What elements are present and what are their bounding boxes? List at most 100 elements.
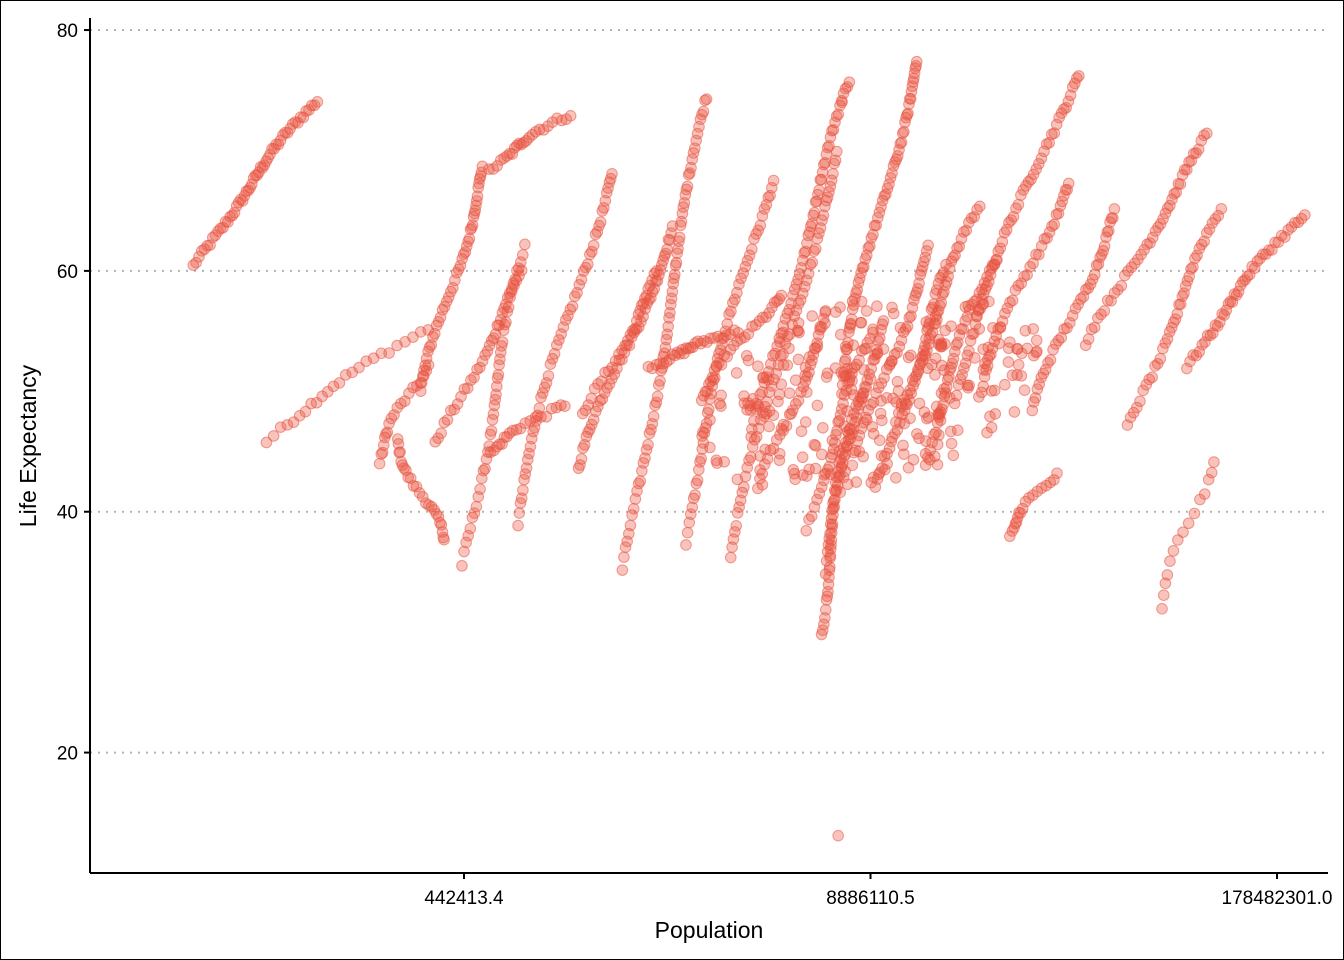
data-point <box>898 448 910 460</box>
data-point <box>931 458 944 471</box>
data-point <box>1147 231 1159 244</box>
data-point <box>654 357 666 370</box>
data-point <box>813 487 826 500</box>
data-point <box>1167 545 1180 557</box>
data-point <box>494 154 507 166</box>
data-point <box>836 388 848 400</box>
data-point <box>1157 589 1170 601</box>
data-point <box>479 463 491 475</box>
data-point <box>481 345 494 358</box>
data-point <box>388 409 400 421</box>
data-point <box>1202 473 1215 486</box>
data-point <box>986 259 999 272</box>
data-point <box>704 441 716 454</box>
data-point <box>1028 349 1040 362</box>
data-point <box>892 384 905 397</box>
data-point <box>772 395 784 408</box>
data-point <box>1185 263 1197 275</box>
data-point <box>1048 127 1061 140</box>
data-point <box>1001 302 1014 315</box>
data-point <box>945 425 957 438</box>
data-point <box>799 245 812 258</box>
data-point <box>1008 406 1021 418</box>
data-point <box>472 181 485 194</box>
data-point <box>1000 223 1013 236</box>
data-point <box>381 426 394 439</box>
data-point <box>920 316 933 328</box>
data-point <box>800 274 813 287</box>
data-point <box>624 519 637 532</box>
data-point <box>845 383 858 396</box>
x-axis-title: Population <box>655 917 764 943</box>
data-point <box>1208 456 1220 468</box>
data-point <box>380 428 392 440</box>
y-tick-label: 40 <box>57 503 78 524</box>
data-point <box>190 256 202 269</box>
data-point <box>691 127 704 140</box>
data-point <box>1064 317 1076 329</box>
data-point <box>470 199 482 212</box>
data-point <box>1182 517 1195 530</box>
data-point <box>909 370 922 383</box>
x-tick-label: 178482301.0 <box>1222 888 1333 909</box>
data-point <box>435 427 447 439</box>
data-point <box>689 489 701 501</box>
data-point <box>943 262 956 275</box>
y-ticks: 20 40 60 80 <box>57 21 90 765</box>
data-point <box>490 388 502 401</box>
data-point <box>438 533 450 546</box>
data-point <box>819 317 831 330</box>
data-point <box>872 468 885 481</box>
data-point <box>451 398 464 410</box>
data-point <box>777 326 789 339</box>
data-point <box>1198 488 1211 500</box>
data-point <box>646 274 658 286</box>
data-point <box>677 201 690 213</box>
data-point <box>799 361 812 374</box>
data-point <box>796 451 809 464</box>
data-point <box>913 432 925 445</box>
data-point <box>813 184 825 197</box>
data-point <box>875 377 888 390</box>
data-point <box>668 268 681 281</box>
data-point <box>890 472 902 484</box>
data-point <box>500 316 512 328</box>
data-point <box>1033 248 1045 261</box>
data-point <box>921 362 934 375</box>
data-point <box>823 561 836 573</box>
data-point <box>533 402 546 414</box>
data-point <box>875 450 888 462</box>
data-point-outlier <box>832 829 844 842</box>
data-point <box>843 76 856 88</box>
data-point <box>947 449 960 462</box>
data-point <box>635 299 648 311</box>
data-point <box>673 235 685 248</box>
data-point <box>1098 305 1111 317</box>
data-point <box>839 369 851 382</box>
data-point <box>846 303 859 315</box>
data-point <box>762 373 775 386</box>
data-point <box>947 352 960 365</box>
data-point <box>1171 308 1184 320</box>
data-point <box>1299 209 1311 221</box>
data-point <box>904 384 916 396</box>
data-point <box>587 239 600 252</box>
data-point <box>1011 343 1023 355</box>
data-point <box>1164 199 1176 212</box>
data-point <box>973 391 985 403</box>
data-point <box>579 261 592 274</box>
data-point <box>910 60 922 72</box>
data-point <box>647 410 660 423</box>
data-point <box>468 507 481 519</box>
data-point <box>566 300 579 313</box>
data-point <box>729 293 741 306</box>
data-point <box>260 155 272 168</box>
data-point <box>668 272 680 285</box>
data-point <box>887 307 900 320</box>
data-point <box>974 200 986 213</box>
data-point <box>460 536 472 549</box>
data-point <box>996 235 1009 248</box>
data-point <box>898 417 911 430</box>
data-point <box>832 108 845 121</box>
data-point <box>618 551 630 563</box>
